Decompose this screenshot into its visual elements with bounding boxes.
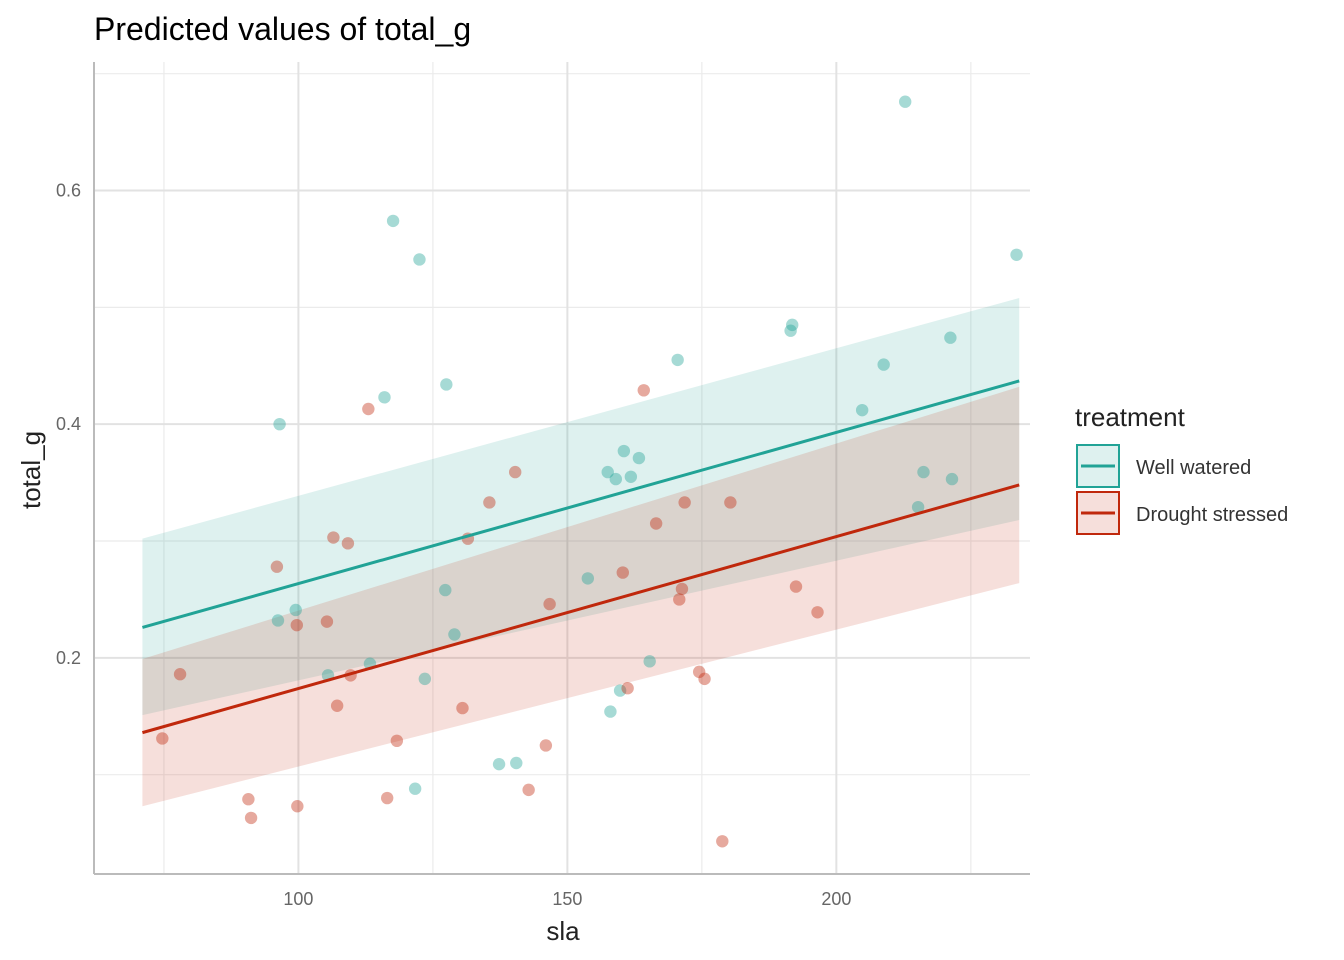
x-tick-labels: 100 150 200 [283,889,851,909]
data-point-drought-stressed [390,734,404,748]
y-tick-label: 0.6 [56,181,81,201]
data-point-well-watered [413,253,426,266]
legend-title: treatment [1075,402,1186,432]
y-tick-labels: 0.2 0.4 0.6 [56,181,81,668]
confidence-band-well-watered [142,298,1020,716]
data-point-drought-stressed [244,811,258,825]
data-point-drought-stressed [380,791,394,805]
data-point-well-watered [492,757,506,771]
data-point-well-watered [917,465,930,479]
data-points [156,95,1023,848]
data-point-drought-stressed [156,732,169,745]
fit-line-drought-stressed [142,483,1020,735]
data-point-drought-stressed [692,665,706,679]
data-point-well-watered [378,391,391,404]
data-point-drought-stressed [649,517,663,530]
confidence-bands [142,298,1020,807]
data-point-drought-stressed [330,699,344,712]
data-point-well-watered [643,655,656,668]
legend: treatment Well watered Drought stressed [1075,402,1288,535]
data-point-well-watered [945,472,959,486]
data-point-well-watered [604,705,617,718]
data-point-well-watered [510,756,523,770]
data-point-drought-stressed [320,615,334,628]
data-point-drought-stressed [270,560,284,573]
data-point-well-watered [877,358,890,371]
data-point-well-watered [911,500,925,514]
fit-line-well-watered [142,379,1020,629]
y-axis-title: total_g [16,431,46,509]
data-point-well-watered [386,214,400,228]
data-point-well-watered [418,672,432,686]
data-point-well-watered [289,603,302,617]
data-point-well-watered [671,353,684,367]
data-point-drought-stressed [716,835,729,848]
data-point-drought-stressed [698,672,711,686]
data-point-well-watered [271,614,285,627]
data-point-drought-stressed [637,384,650,397]
data-point-well-watered [408,782,422,795]
data-point-drought-stressed [291,800,304,813]
data-point-drought-stressed [789,580,803,593]
data-point-well-watered [440,378,453,391]
legend-entry-drought-stressed: Drought stressed [1076,491,1288,535]
data-point-drought-stressed [616,566,629,579]
data-point-well-watered [581,572,595,585]
data-point-well-watered [855,403,869,417]
chart-title: Predicted values of total_g [94,11,471,47]
grid-major [94,62,1030,874]
data-point-drought-stressed [543,597,556,611]
x-tick-label: 100 [283,889,313,909]
data-point-drought-stressed [678,496,691,509]
data-point-drought-stressed [509,465,522,479]
grid-minor [94,62,1030,874]
y-tick-label: 0.4 [56,414,81,434]
data-point-well-watered [439,583,452,597]
axes [93,62,1030,875]
data-point-drought-stressed [673,593,686,606]
data-point-well-watered [1010,248,1023,261]
data-point-drought-stressed [522,783,535,797]
data-point-drought-stressed [341,537,355,550]
data-point-well-watered [786,318,799,332]
data-point-drought-stressed [621,682,634,695]
x-tick-label: 200 [821,889,851,909]
data-point-drought-stressed [456,701,469,715]
fit-lines [142,379,1020,735]
data-point-well-watered [273,417,286,431]
legend-label: Well watered [1136,457,1251,479]
data-point-well-watered [601,465,614,479]
data-point-drought-stressed [242,793,255,806]
data-point-drought-stressed [539,739,553,752]
data-point-drought-stressed [724,496,737,509]
data-point-well-watered [617,444,631,458]
data-point-drought-stressed [675,582,689,596]
data-point-drought-stressed [173,668,187,681]
data-point-well-watered [944,331,957,344]
data-point-drought-stressed [811,606,824,619]
data-point-well-watered [448,628,461,641]
data-point-well-watered [613,684,627,697]
legend-entry-well-watered: Well watered [1076,444,1251,488]
data-point-well-watered [784,324,797,337]
legend-label: Drought stressed [1136,504,1288,526]
data-point-well-watered [609,472,622,486]
data-point-well-watered [899,95,912,108]
confidence-band-drought-stressed [142,386,1020,807]
data-point-drought-stressed [290,618,303,632]
data-point-drought-stressed [362,402,375,416]
x-tick-label: 150 [552,889,582,909]
data-point-drought-stressed [327,531,340,544]
data-point-drought-stressed [483,496,496,509]
data-point-well-watered [624,470,638,483]
y-tick-label: 0.2 [56,648,81,668]
x-axis-title: sla [546,916,580,946]
data-point-well-watered [632,451,646,465]
